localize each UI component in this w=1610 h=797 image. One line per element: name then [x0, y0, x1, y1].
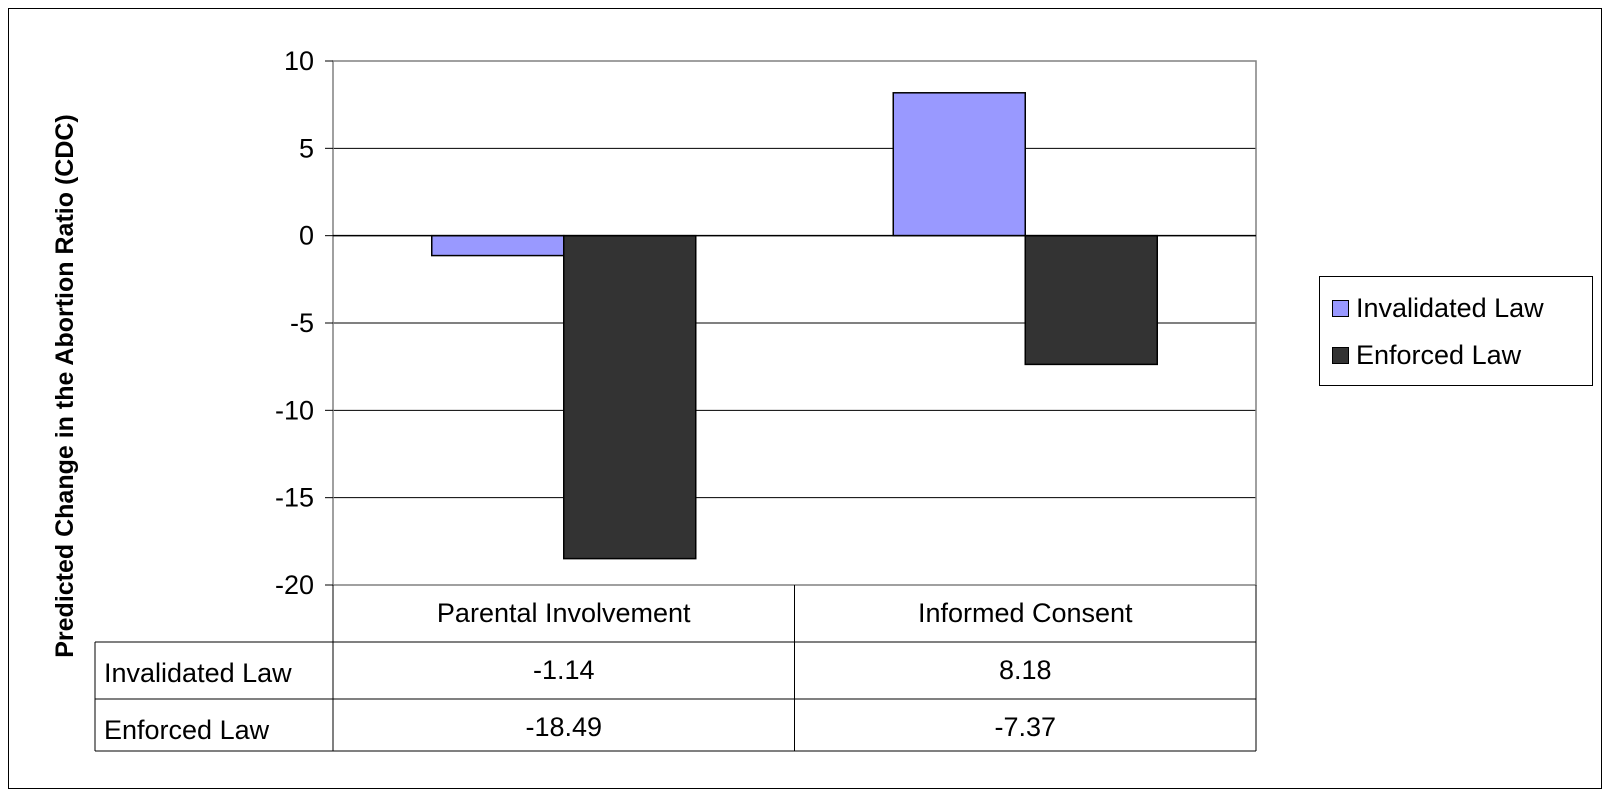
y-tick-label-5: 5 [299, 133, 314, 163]
y-axis-label: Predicted Change in the Abortion Ratio (… [51, 114, 79, 658]
bar-invalidated-law-parental-involvement [431, 234, 565, 257]
y-axis-ticks: 10 5 0 -5 -10 -15 -20 [275, 46, 333, 600]
table-value-invalidated-law-informed-consent: 8.18 [999, 655, 1052, 685]
legend-label-invalidated-law: Invalidated Law [1356, 292, 1544, 323]
y-tick-label-10: -10 [275, 395, 314, 425]
y-tick-label-5: -5 [290, 308, 314, 338]
data-table: Parental Involvement Informed Consent Inva… [94, 585, 1257, 752]
y-tick-label-20: -20 [275, 570, 314, 600]
category-label-informed-consent: Informed Consent [918, 598, 1133, 628]
table-value-invalidated-law-parental-involvement: -1.14 [533, 655, 595, 685]
y-tick-label-15: -15 [275, 483, 314, 513]
table-row-label-invalidated-law: Invalidated Law [104, 658, 292, 688]
chart-frame [8, 8, 1602, 789]
legend-item-enforced-law: Enforced Law [1332, 340, 1521, 370]
legend-swatch-invalidated-law [1332, 299, 1349, 317]
legend-item-invalidated-law: Invalidated Law [1332, 293, 1544, 323]
bars [333, 92, 1256, 560]
bar-enforced-law-informed-consent [1024, 234, 1158, 366]
table-row-label-enforced-law: Enforced Law [104, 715, 270, 745]
category-label-parental-involvement: Parental Involvement [437, 598, 691, 628]
legend: Invalidated Law Enforced Law [1319, 276, 1593, 386]
legend-label-enforced-law: Enforced Law [1356, 339, 1522, 370]
bar-invalidated-law-informed-consent [892, 92, 1026, 237]
y-tick-label-10: 10 [284, 46, 314, 76]
y-tick-label-0: 0 [299, 221, 314, 251]
legend-swatch-enforced-law [1332, 346, 1349, 364]
bar-enforced-law-parental-involvement [563, 234, 697, 560]
table-value-enforced-law-informed-consent: -7.37 [994, 712, 1056, 742]
table-value-enforced-law-parental-involvement: -18.49 [525, 712, 602, 742]
